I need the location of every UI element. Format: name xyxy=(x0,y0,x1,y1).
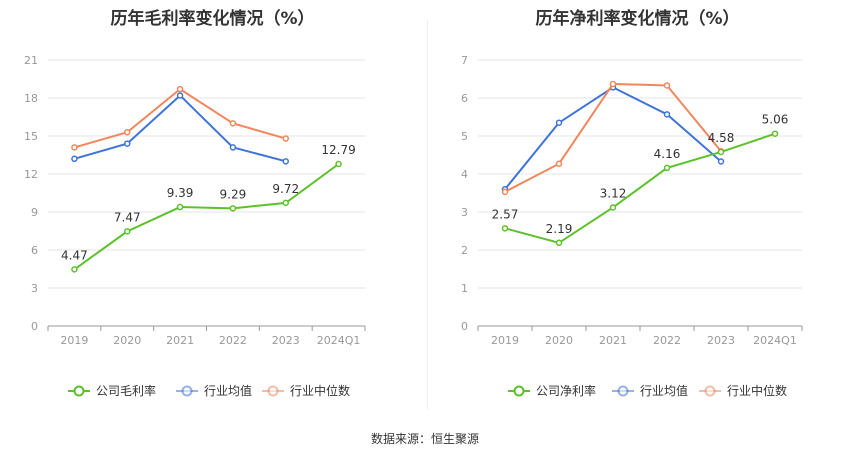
right-company-data-label: 5.06 xyxy=(762,113,789,127)
left-industry-median-point xyxy=(124,128,131,136)
right-company-data-label: 2.19 xyxy=(546,222,573,236)
left-x-tick-label: 2021 xyxy=(166,334,194,347)
right-legend-industry-avg-label: 行业均值 xyxy=(640,383,688,398)
right-industry-median-point xyxy=(663,82,671,89)
left-y-tick-label: 0 xyxy=(31,320,38,333)
right-company-point xyxy=(501,225,509,232)
left-legend-company-marker xyxy=(73,385,85,397)
left-industry-avg-point xyxy=(176,92,184,99)
left-industry-avg-point xyxy=(124,140,131,147)
right-y-tick-label: 0 xyxy=(461,320,468,333)
right-company-data-label: 2.57 xyxy=(492,207,519,221)
right-company-data-label: 3.12 xyxy=(600,186,627,200)
left-industry-median-point xyxy=(71,144,78,151)
right-y-tick-label: 2 xyxy=(461,244,468,257)
right-x-tick-label: 2023 xyxy=(707,334,735,347)
left-y-tick-label: 18 xyxy=(24,92,38,105)
right-industry-avg-point xyxy=(717,158,725,165)
chart-divider xyxy=(427,20,428,410)
right-y-tick-label: 7 xyxy=(461,54,468,67)
left-y-tick-label: 12 xyxy=(24,168,38,181)
right-legend-industry-median-label: 行业中位数 xyxy=(727,383,787,398)
right-x-tick-label: 2019 xyxy=(491,334,519,347)
right-legend-company-label: 公司净利率 xyxy=(536,383,596,398)
right-y-tick-label: 5 xyxy=(461,130,468,143)
right-company-point xyxy=(717,148,725,156)
right-chart-title: 历年净利率变化情况（%） xyxy=(535,9,740,29)
left-company-point xyxy=(124,228,131,235)
left-y-tick-label: 21 xyxy=(24,54,38,67)
left-industry-median-point xyxy=(229,120,237,127)
right-company-point xyxy=(771,130,779,137)
left-industry-avg-point xyxy=(71,155,78,163)
left-company-data-label: 9.39 xyxy=(167,186,194,200)
left-industry-median-point xyxy=(282,135,289,142)
data-source: 数据来源：恒生聚源 xyxy=(370,432,479,446)
right-x-tick-label: 2022 xyxy=(653,334,681,347)
right-industry-avg-point xyxy=(555,119,563,126)
left-company-point xyxy=(229,205,237,212)
right-company-line xyxy=(504,132,776,244)
left-y-tick-label: 6 xyxy=(31,244,38,257)
left-company-point xyxy=(335,160,342,168)
left-chart-title: 历年毛利率变化情况（%） xyxy=(110,9,315,29)
left-x-tick-label: 2022 xyxy=(219,334,247,347)
left-legend-industry-avg-marker xyxy=(181,385,193,397)
left-y-tick-label: 15 xyxy=(24,130,38,143)
left-y-tick-label: 3 xyxy=(31,282,38,295)
left-company-data-label: 9.72 xyxy=(272,182,299,196)
right-legend-industry-avg-marker xyxy=(617,385,629,397)
left-legend-industry-median-marker xyxy=(267,385,279,397)
right-company-point xyxy=(609,204,617,211)
right-y-tick-label: 1 xyxy=(461,282,468,295)
right-company-point xyxy=(555,239,563,247)
left-company-data-label: 7.47 xyxy=(114,210,141,224)
right-y-tick-label: 4 xyxy=(461,168,468,181)
right-company-point xyxy=(663,164,671,172)
left-industry-avg-point xyxy=(282,158,289,165)
left-legend-industry-median-label: 行业中位数 xyxy=(290,383,350,398)
left-industry-median-point xyxy=(176,85,184,93)
left-industry-avg-point xyxy=(229,144,237,151)
left-x-tick-label: 2020 xyxy=(113,334,141,347)
left-legend-company-label: 公司毛利率 xyxy=(96,383,156,398)
left-company-data-label: 9.29 xyxy=(220,187,247,201)
right-industry-avg-point xyxy=(663,111,671,118)
right-industry-median-point xyxy=(609,80,617,88)
left-x-tick-label: 2019 xyxy=(60,334,88,347)
left-x-tick-label: 2023 xyxy=(272,334,300,347)
left-legend-industry-avg-label: 行业均值 xyxy=(204,383,252,398)
left-company-data-label: 4.47 xyxy=(61,248,88,262)
right-x-tick-label: 2020 xyxy=(545,334,573,347)
right-y-tick-label: 6 xyxy=(461,92,468,105)
left-y-tick-label: 9 xyxy=(31,206,38,219)
right-x-tick-label: 2021 xyxy=(599,334,627,347)
right-company-data-label: 4.16 xyxy=(654,147,681,161)
left-company-point xyxy=(71,266,78,273)
left-company-data-label: 12.79 xyxy=(321,143,355,157)
left-company-point xyxy=(176,203,184,211)
left-company-line xyxy=(73,163,340,271)
right-legend-company-marker xyxy=(513,385,525,397)
right-legend-industry-median-marker xyxy=(704,385,716,397)
right-industry-median-point xyxy=(555,160,563,167)
right-industry-median-point xyxy=(501,188,509,196)
right-y-tick-label: 3 xyxy=(461,206,468,219)
right-industry-median-line xyxy=(504,82,722,193)
left-x-tick-label: 2024Q1 xyxy=(317,334,361,347)
right-x-tick-label: 2024Q1 xyxy=(753,334,797,347)
left-company-point xyxy=(282,199,289,207)
right-company-data-label: 4.58 xyxy=(708,131,735,145)
